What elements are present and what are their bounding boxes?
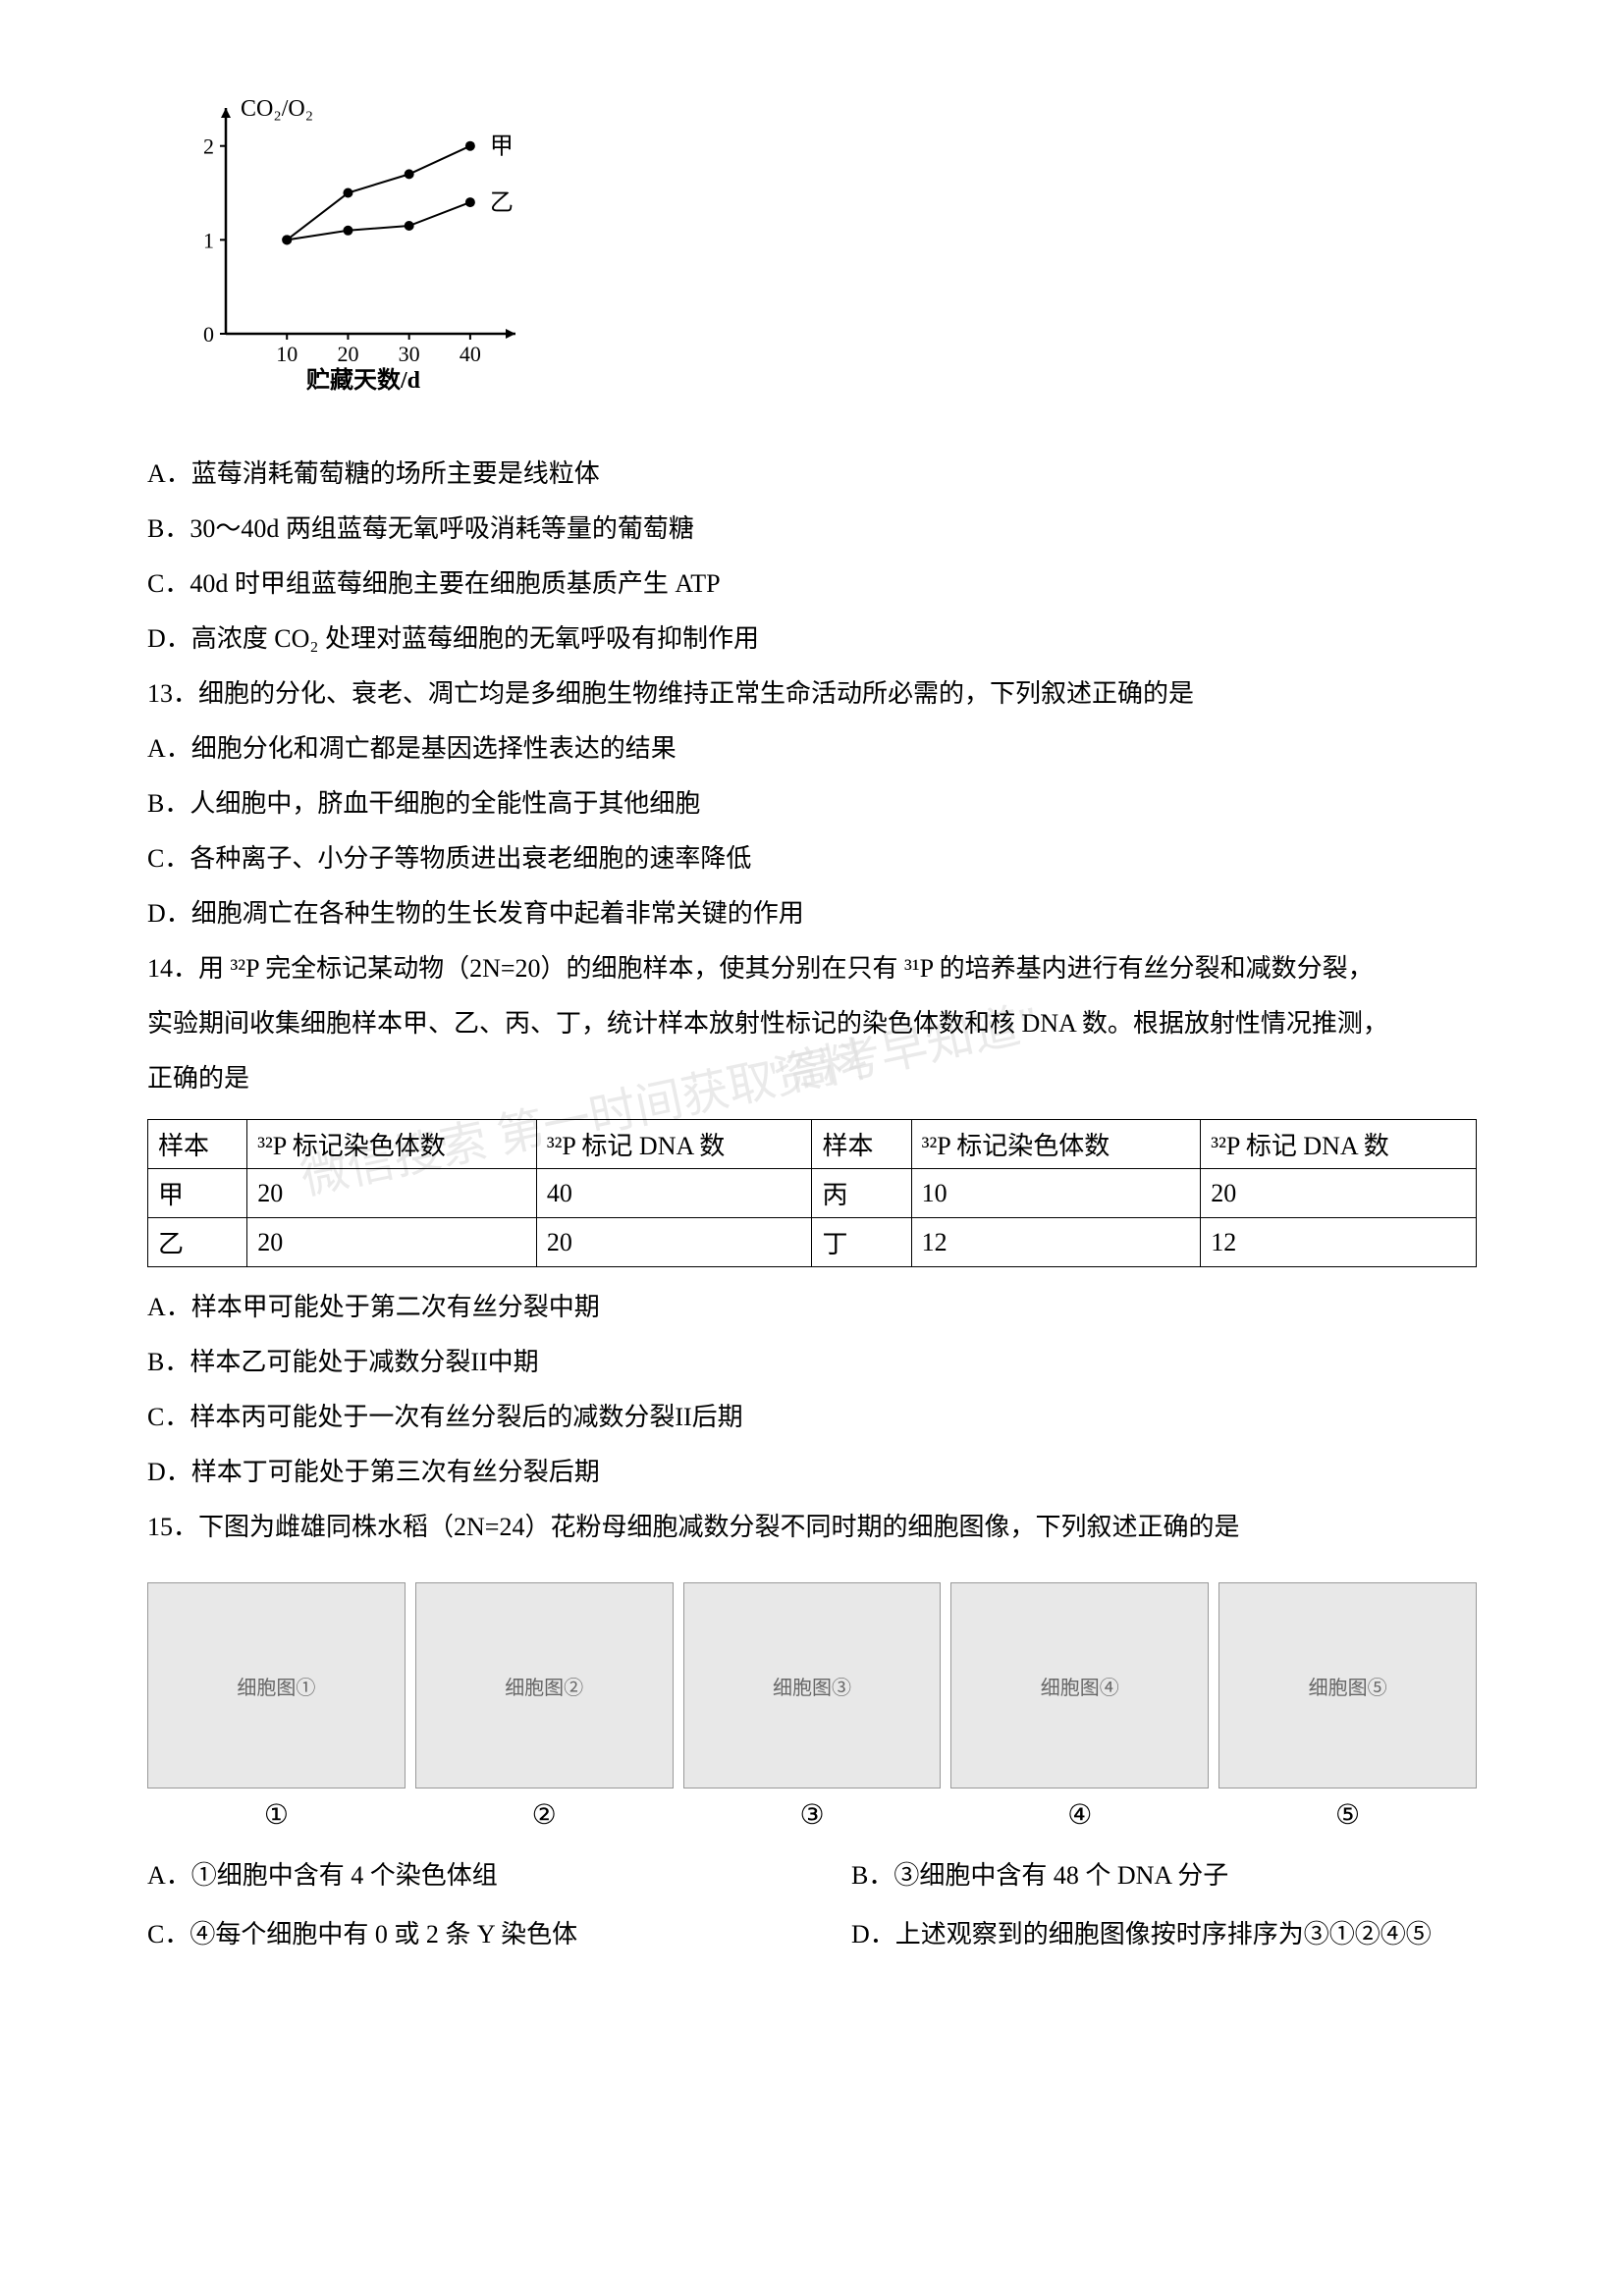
cell-image-box: 细胞图④ ④ bbox=[950, 1582, 1209, 1832]
option-b: B．人细胞中，脐血干细胞的全能性高于其他细胞 bbox=[147, 778, 1477, 829]
svg-text:30: 30 bbox=[399, 342, 420, 366]
cell-image-placeholder: 细胞图④ bbox=[950, 1582, 1209, 1789]
table-header: ³²P 标记染色体数 bbox=[911, 1120, 1201, 1169]
svg-text:0: 0 bbox=[203, 322, 214, 347]
question-stem: 15．下图为雌雄同株水稻（2N=24）花粉母细胞减数分裂不同时期的细胞图像，下列… bbox=[147, 1502, 1477, 1553]
option-c: C．40d 时甲组蓝莓细胞主要在细胞质基质产生 ATP bbox=[147, 559, 1477, 610]
table-cell: 甲 bbox=[148, 1169, 247, 1218]
question-stem: 正确的是 bbox=[147, 1053, 1477, 1104]
svg-text:1: 1 bbox=[203, 228, 214, 252]
option-a: A．细胞分化和凋亡都是基因选择性表达的结果 bbox=[147, 723, 1477, 774]
option-c: C．④每个细胞中有 0 或 2 条 Y 染色体 bbox=[147, 1909, 773, 1960]
cell-label: ⑤ bbox=[1218, 1798, 1477, 1832]
option-d: D．细胞凋亡在各种生物的生长发育中起着非常关键的作用 bbox=[147, 888, 1477, 939]
option-c: C．样本丙可能处于一次有丝分裂后的减数分裂II后期 bbox=[147, 1392, 1477, 1443]
table-cell: 乙 bbox=[148, 1218, 247, 1267]
cell-image-placeholder: 细胞图③ bbox=[683, 1582, 942, 1789]
table-cell: 12 bbox=[1201, 1218, 1477, 1267]
svg-text:10: 10 bbox=[276, 342, 298, 366]
question-stem: 实验期间收集细胞样本甲、乙、丙、丁，统计样本放射性标记的染色体数和核 DNA 数… bbox=[147, 998, 1477, 1049]
data-table: 样本 ³²P 标记染色体数 ³²P 标记 DNA 数 样本 ³²P 标记染色体数… bbox=[147, 1119, 1477, 1267]
cell-image-box: 细胞图① ① bbox=[147, 1582, 406, 1832]
table-cell: 20 bbox=[1201, 1169, 1477, 1218]
table-header: ³²P 标记染色体数 bbox=[247, 1120, 537, 1169]
option-a: A．蓝莓消耗葡萄糖的场所主要是线粒体 bbox=[147, 449, 1477, 500]
table-cell: 20 bbox=[247, 1218, 537, 1267]
option-b: B．③细胞中含有 48 个 DNA 分子 bbox=[851, 1850, 1477, 1901]
cell-label: ④ bbox=[950, 1798, 1209, 1832]
table-cell: 20 bbox=[247, 1169, 537, 1218]
cell-image-placeholder: 细胞图① bbox=[147, 1582, 406, 1789]
line-chart: 0 1 2 10 20 30 40 CO₂/O₂ 贮藏天数/d 甲乙 bbox=[167, 98, 1477, 419]
table-cell: 12 bbox=[911, 1218, 1201, 1267]
table-header: ³²P 标记 DNA 数 bbox=[536, 1120, 812, 1169]
table-cell: 20 bbox=[536, 1218, 812, 1267]
svg-text:乙: 乙 bbox=[490, 190, 514, 216]
cell-label: ① bbox=[147, 1798, 406, 1832]
table-row: 乙 20 20 丁 12 12 bbox=[148, 1218, 1477, 1267]
question-stem: 14．用 ³²P 完全标记某动物（2N=20）的细胞样本，使其分别在只有 ³¹P… bbox=[147, 943, 1477, 994]
svg-text:2: 2 bbox=[203, 134, 214, 159]
option-d: D．高浓度 CO₂ 处理对蓝莓细胞的无氧呼吸有抑制作用 bbox=[147, 614, 1477, 665]
svg-text:甲: 甲 bbox=[490, 134, 514, 160]
option-b: B．样本乙可能处于减数分裂II中期 bbox=[147, 1337, 1477, 1388]
table-header: ³²P 标记 DNA 数 bbox=[1201, 1120, 1477, 1169]
cell-image-box: 细胞图② ② bbox=[415, 1582, 674, 1832]
cell-label: ③ bbox=[683, 1798, 942, 1832]
table-row: 甲 20 40 丙 10 20 bbox=[148, 1169, 1477, 1218]
cell-image-placeholder: 细胞图② bbox=[415, 1582, 674, 1789]
cell-label: ② bbox=[415, 1798, 674, 1832]
table-cell: 40 bbox=[536, 1169, 812, 1218]
cell-image-placeholder: 细胞图⑤ bbox=[1218, 1582, 1477, 1789]
option-d: D．样本丁可能处于第三次有丝分裂后期 bbox=[147, 1447, 1477, 1498]
option-b: B．30～40d 两组蓝莓无氧呼吸消耗等量的葡萄糖 bbox=[147, 504, 1477, 555]
svg-text:CO₂/O₂: CO₂/O₂ bbox=[241, 98, 313, 122]
question-stem: 13．细胞的分化、衰老、凋亡均是多细胞生物维持正常生命活动所必需的，下列叙述正确… bbox=[147, 668, 1477, 720]
svg-text:20: 20 bbox=[337, 342, 358, 366]
option-d: D．上述观察到的细胞图像按时序排序为③①②④⑤ bbox=[851, 1909, 1477, 1960]
option-a: A．①细胞中含有 4 个染色体组 bbox=[147, 1850, 773, 1901]
option-c: C．各种离子、小分子等物质进出衰老细胞的速率降低 bbox=[147, 833, 1477, 884]
table-header: 样本 bbox=[812, 1120, 911, 1169]
table-cell: 丁 bbox=[812, 1218, 911, 1267]
cell-image-box: 细胞图③ ③ bbox=[683, 1582, 942, 1832]
cell-image-box: 细胞图⑤ ⑤ bbox=[1218, 1582, 1477, 1832]
option-a: A．样本甲可能处于第二次有丝分裂中期 bbox=[147, 1282, 1477, 1333]
table-header: 样本 bbox=[148, 1120, 247, 1169]
svg-text:40: 40 bbox=[460, 342, 481, 366]
cell-image-row: 细胞图① ① 细胞图② ② 细胞图③ ③ 细胞图④ ④ 细胞图⑤ ⑤ bbox=[147, 1582, 1477, 1832]
table-cell: 10 bbox=[911, 1169, 1201, 1218]
svg-text:贮藏天数/d: 贮藏天数/d bbox=[305, 367, 421, 394]
table-header-row: 样本 ³²P 标记染色体数 ³²P 标记 DNA 数 样本 ³²P 标记染色体数… bbox=[148, 1120, 1477, 1169]
table-cell: 丙 bbox=[812, 1169, 911, 1218]
